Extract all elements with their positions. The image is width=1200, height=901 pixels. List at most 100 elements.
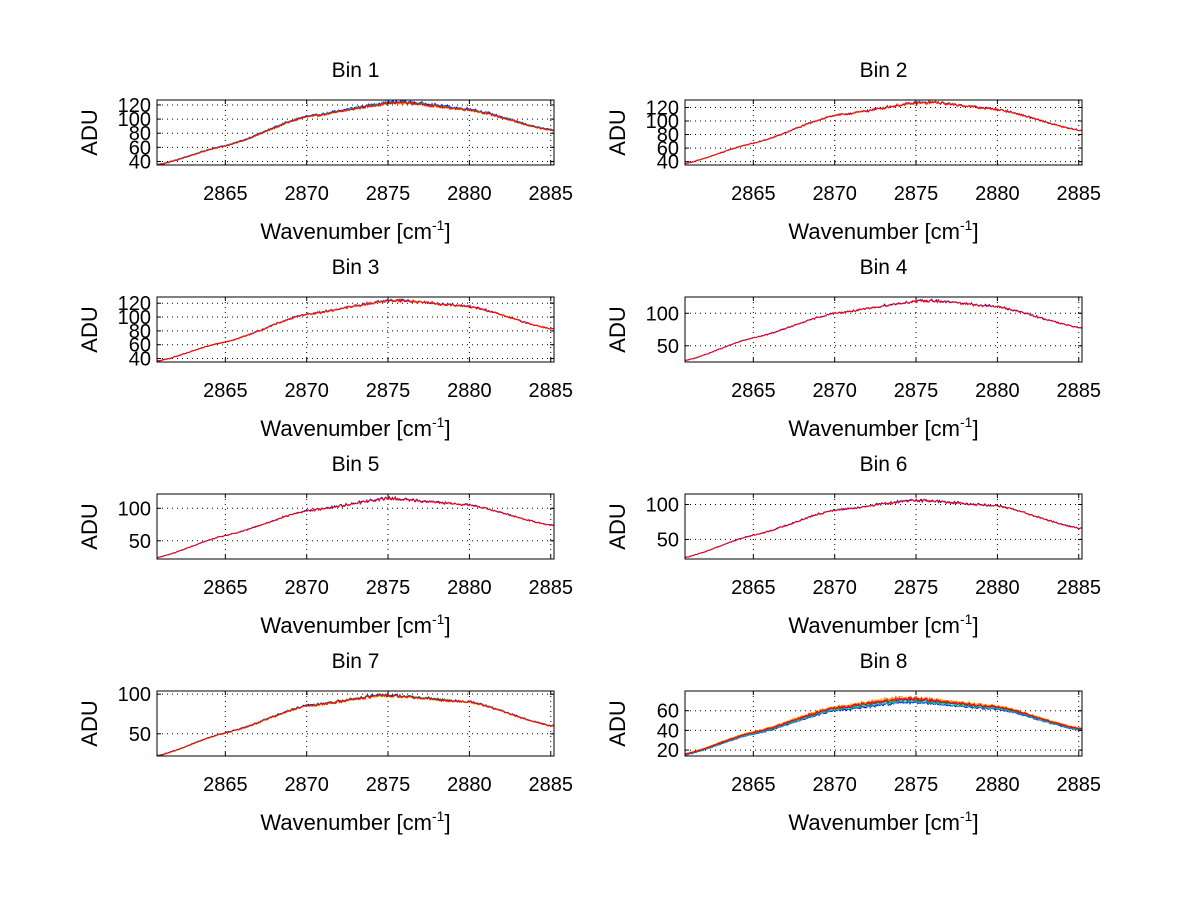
x-axis-label-end: ] [444, 416, 450, 441]
x-axis-label-superscript: -1 [960, 808, 973, 824]
series-line [156, 692, 555, 757]
x-tick-label: 2885 [1056, 183, 1101, 205]
series-line [684, 700, 1083, 756]
series-line [156, 99, 555, 165]
y-tick-label: 50 [657, 529, 679, 551]
x-axis-label: Wavenumber [cm-1] [788, 611, 978, 638]
x-axis-label: Wavenumber [cm-1] [788, 217, 978, 244]
x-axis-label-text: Wavenumber [cm [788, 219, 960, 244]
x-tick-label: 2885 [1056, 774, 1101, 796]
x-tick-label: 2865 [203, 774, 248, 796]
axes-frame [156, 690, 555, 757]
series-line [684, 699, 1083, 756]
y-tick-label: 60 [129, 335, 151, 357]
subplot-bin-7: Bin 7 2865 2870 2875 2880 2885 50 100 Wavenumber… [77, 650, 573, 835]
series-line [684, 498, 1083, 558]
x-axis-label: Wavenumber [cm-1] [260, 611, 450, 638]
y-tick-label: 20 [657, 740, 679, 762]
x-tick-label: 2870 [812, 774, 857, 796]
subplot-title: Bin 5 [332, 453, 380, 476]
x-tick-label: 2865 [731, 380, 776, 402]
y-tick-label: 120 [118, 95, 151, 117]
series-line [684, 498, 1083, 558]
x-tick-label: 2885 [528, 577, 573, 599]
x-tick-label: 2870 [284, 577, 329, 599]
subplot-bin-4: Bin 4 2865 2870 2875 2880 2885 50 100 Wavenumber… [605, 256, 1101, 441]
x-axis-label: Wavenumber [cm-1] [260, 414, 450, 441]
x-tick-label: 2880 [447, 183, 492, 205]
x-tick-label: 2865 [731, 577, 776, 599]
x-axis-label-end: ] [444, 613, 450, 638]
x-tick-label: 2875 [894, 774, 939, 796]
x-tick-label: 2885 [528, 774, 573, 796]
series-line [684, 695, 1083, 754]
x-axis-label-superscript: -1 [960, 217, 973, 233]
y-tick-label: 100 [646, 111, 679, 133]
y-axis-label: ADU [605, 503, 630, 549]
x-axis-label: Wavenumber [cm-1] [788, 808, 978, 835]
x-axis-label-text: Wavenumber [cm [260, 810, 432, 835]
subplot-title: Bin 4 [860, 256, 908, 279]
x-axis-label-text: Wavenumber [cm [260, 219, 432, 244]
x-tick-label: 2865 [203, 183, 248, 205]
x-tick-label: 2875 [366, 380, 411, 402]
x-tick-label: 2875 [894, 380, 939, 402]
y-tick-label: 40 [129, 151, 151, 173]
axes-frame [156, 99, 555, 166]
y-tick-label: 80 [657, 125, 679, 147]
x-axis-label-end: ] [444, 219, 450, 244]
y-tick-label: 60 [657, 138, 679, 160]
series-line [156, 100, 555, 166]
y-tick-label: 120 [646, 97, 679, 119]
x-axis-label-end: ] [444, 810, 450, 835]
y-tick-label: 100 [646, 303, 679, 325]
x-axis-label-superscript: -1 [432, 611, 445, 627]
x-tick-label: 2865 [203, 577, 248, 599]
axes-frame [684, 493, 1083, 560]
x-tick-label: 2870 [812, 183, 857, 205]
subplot-bin-6: Bin 6 2865 2870 2875 2880 2885 50 100 Wavenumber… [605, 453, 1101, 638]
x-tick-label: 2870 [812, 577, 857, 599]
x-tick-label: 2865 [731, 774, 776, 796]
subplot-bin-5: Bin 5 2865 2870 2875 2880 2885 50 100 Wavenumber… [77, 453, 573, 638]
x-axis-label-text: Wavenumber [cm [788, 416, 960, 441]
y-tick-label: 50 [657, 336, 679, 358]
x-axis-label-text: Wavenumber [cm [788, 613, 960, 638]
x-tick-label: 2885 [1056, 577, 1101, 599]
x-axis-label-superscript: -1 [960, 414, 973, 430]
series-line [684, 100, 1083, 165]
x-axis-label-end: ] [972, 613, 978, 638]
y-axis-label: ADU [77, 306, 102, 352]
y-tick-label: 100 [118, 498, 151, 520]
subplot-title: Bin 8 [860, 650, 908, 673]
x-tick-label: 2880 [975, 774, 1020, 796]
x-axis-label: Wavenumber [cm-1] [260, 217, 450, 244]
series-line [156, 693, 555, 757]
series-line [684, 696, 1083, 755]
x-tick-label: 2880 [447, 774, 492, 796]
y-tick-label: 100 [646, 494, 679, 516]
series-line [684, 696, 1083, 755]
subplot-title: Bin 1 [332, 59, 380, 82]
x-tick-label: 2885 [528, 183, 573, 205]
series-line [157, 100, 555, 166]
series-line [684, 100, 1083, 165]
series-line [156, 693, 555, 757]
y-tick-label: 120 [118, 293, 151, 315]
series-line [156, 298, 555, 362]
y-axis-label: ADU [605, 700, 630, 746]
axes-frame [156, 296, 555, 363]
y-tick-label: 40 [129, 349, 151, 371]
x-tick-label: 2875 [366, 774, 411, 796]
x-axis-label-end: ] [972, 810, 978, 835]
series-line [156, 495, 555, 559]
subplot-title: Bin 3 [332, 256, 380, 279]
y-tick-label: 100 [118, 307, 151, 329]
x-tick-label: 2870 [812, 380, 857, 402]
x-tick-label: 2875 [366, 577, 411, 599]
